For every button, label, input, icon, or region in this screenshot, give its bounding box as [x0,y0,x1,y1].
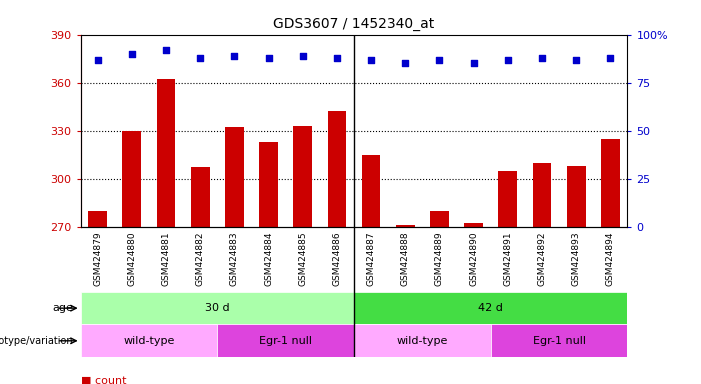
Text: GSM424892: GSM424892 [538,232,547,286]
Point [126,51,137,57]
Text: GSM424880: GSM424880 [128,232,137,286]
Text: wild-type: wild-type [123,336,175,346]
Point [229,53,240,59]
Bar [430,210,449,227]
Text: GSM424885: GSM424885 [298,232,307,286]
Bar [362,155,381,227]
Bar [123,131,142,227]
Bar [81,292,354,324]
Bar [156,79,175,227]
Text: GSM424890: GSM424890 [469,232,478,286]
Text: 30 d: 30 d [205,303,230,313]
Text: GSM424889: GSM424889 [435,232,444,286]
Bar [498,170,517,227]
Point [161,47,172,53]
Point [536,55,547,61]
Bar [293,126,312,227]
Text: GSM424893: GSM424893 [571,232,580,286]
Point [92,56,103,63]
Bar [88,210,107,227]
Point [195,55,206,61]
Text: ■ count: ■ count [81,375,126,384]
Point [332,55,343,61]
Text: GSM424894: GSM424894 [606,232,615,286]
Text: GSM424881: GSM424881 [161,232,170,286]
Text: GSM424891: GSM424891 [503,232,512,286]
Text: GSM424886: GSM424886 [332,232,341,286]
Text: GSM424882: GSM424882 [196,232,205,286]
Bar [396,225,415,227]
Point [400,60,411,66]
Text: Egr-1 null: Egr-1 null [533,336,585,346]
Point [468,60,479,66]
Text: 42 d: 42 d [478,303,503,313]
Bar [491,324,627,357]
Text: GSM424888: GSM424888 [401,232,410,286]
Point [263,55,274,61]
Bar [354,324,491,357]
Bar [217,324,354,357]
Bar [464,223,483,227]
Text: GSM424883: GSM424883 [230,232,239,286]
Text: wild-type: wild-type [397,336,448,346]
Bar [566,166,585,227]
Text: Egr-1 null: Egr-1 null [259,336,312,346]
Text: GSM424887: GSM424887 [367,232,376,286]
Title: GDS3607 / 1452340_at: GDS3607 / 1452340_at [273,17,435,31]
Bar [259,142,278,227]
Point [605,55,616,61]
Point [502,56,513,63]
Bar [191,167,210,227]
Text: age: age [53,303,74,313]
Point [297,53,308,59]
Bar [601,139,620,227]
Point [434,56,445,63]
Bar [327,111,346,227]
Text: genotype/variation: genotype/variation [0,336,74,346]
Point [571,56,582,63]
Point [365,56,376,63]
Bar [354,292,627,324]
Bar [533,162,552,227]
Bar [225,127,244,227]
Bar [81,324,217,357]
Text: GSM424879: GSM424879 [93,232,102,286]
Text: GSM424884: GSM424884 [264,232,273,286]
